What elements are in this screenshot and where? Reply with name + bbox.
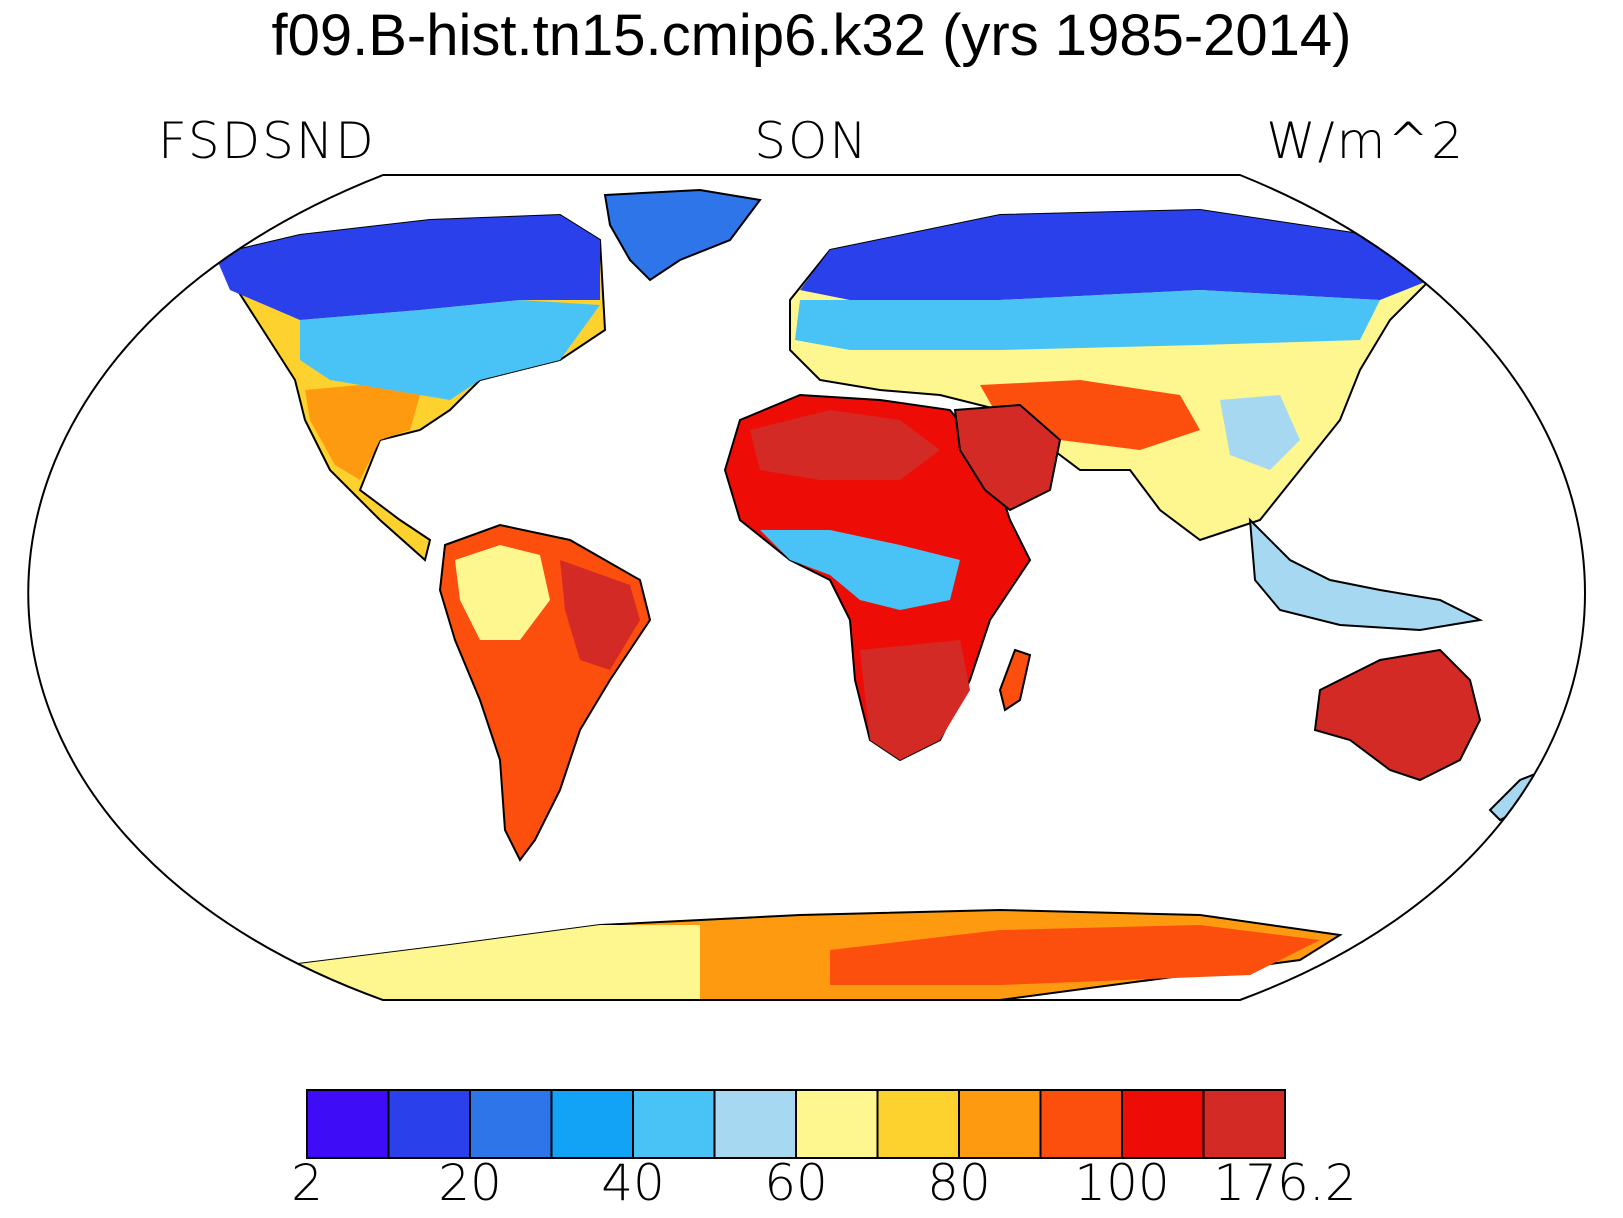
southern-africa-hot xyxy=(860,640,970,760)
amazon-cool xyxy=(455,545,550,640)
colorbar-tick-label: 2 xyxy=(291,1154,323,1212)
colorbar-swatch xyxy=(469,1089,553,1159)
colorbar-tick-label: 60 xyxy=(764,1154,828,1212)
east-antarctica-hot xyxy=(830,925,1320,985)
colorbar-swatch xyxy=(1202,1089,1286,1159)
colorbar-swatch xyxy=(876,1089,960,1159)
map-border xyxy=(27,174,1586,1001)
colorbar-swatch xyxy=(387,1089,471,1159)
colorbar-tick-label: 176.2 xyxy=(1213,1154,1356,1212)
north-america-cool xyxy=(300,300,600,400)
china-cool xyxy=(1220,395,1300,470)
colorbar-swatch xyxy=(632,1089,716,1159)
central-asia-cool xyxy=(795,290,1380,350)
world-map xyxy=(27,174,1586,1001)
units-label: W/m^2 xyxy=(1266,112,1465,170)
colorbar-tick-label: 80 xyxy=(927,1154,991,1212)
colorbar-swatch xyxy=(958,1089,1042,1159)
greenland xyxy=(603,188,762,282)
mexico-warm xyxy=(305,385,420,480)
sahara-hot xyxy=(750,410,940,480)
colorbar-tick-label: 100 xyxy=(1074,1154,1169,1212)
colorbar-swatch xyxy=(1121,1089,1205,1159)
southeast-asia xyxy=(1248,517,1484,632)
north-america-cold xyxy=(215,215,600,320)
central-asia-hot xyxy=(980,380,1200,450)
arabia xyxy=(953,403,1062,512)
season-label: SON xyxy=(754,112,869,170)
brazil-hot xyxy=(560,560,640,670)
africa-central-cool xyxy=(760,530,960,610)
colorbar-tick-label: 40 xyxy=(601,1154,665,1212)
colorbar-swatch xyxy=(713,1089,797,1159)
colorbar-swatch xyxy=(550,1089,634,1159)
colorbar-swatch xyxy=(306,1089,390,1159)
colorbar-swatch xyxy=(795,1089,879,1159)
colorbar-swatch xyxy=(1039,1089,1123,1159)
madagascar xyxy=(998,648,1032,712)
plot-title: f09.B-hist.tn15.cmip6.k32 (yrs 1985-2014… xyxy=(271,3,1352,68)
siberia-cold xyxy=(800,210,1430,300)
colorbar-tick-label: 20 xyxy=(438,1154,502,1212)
variable-label: FSDSND xyxy=(158,112,376,170)
antarctica-peninsula xyxy=(290,925,700,1000)
australia xyxy=(1313,648,1482,782)
